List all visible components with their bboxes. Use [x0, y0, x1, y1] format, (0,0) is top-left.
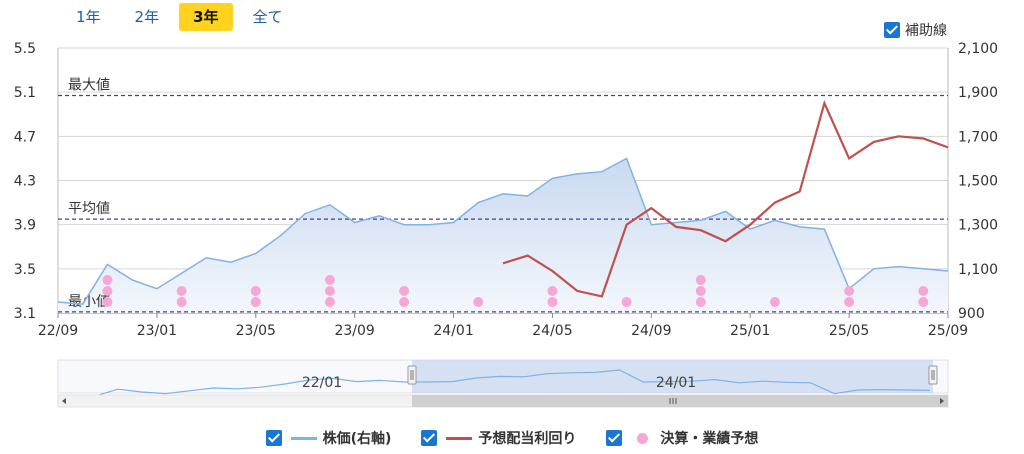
- y-tick-label-right: 1,100: [958, 262, 998, 278]
- event-dot: [918, 297, 929, 307]
- navigator-label: 22/01: [302, 375, 342, 391]
- event-dot: [399, 286, 410, 296]
- y-tick-label-left: 5.5: [14, 41, 36, 57]
- event-dot: [695, 297, 706, 307]
- navigator-handle[interactable]: [407, 365, 417, 385]
- x-tick-label: 23/05: [236, 323, 276, 339]
- event-dot: [399, 297, 410, 307]
- event-dot: [250, 286, 261, 296]
- series-lines: [57, 99, 949, 305]
- price-area: [58, 158, 948, 313]
- legend-line-icon: [290, 436, 317, 440]
- legend-item-earnings[interactable]: 決算・業績予想: [606, 428, 758, 448]
- event-dot: [250, 297, 261, 307]
- price-area-fill: [58, 158, 948, 313]
- legend-dot-icon: [637, 432, 649, 444]
- x-tick-label: 25/05: [829, 323, 869, 339]
- y-tick-label-right: 1,300: [958, 218, 998, 234]
- tab-3-year[interactable]: 3年: [179, 3, 233, 31]
- legend: 株価(右軸) 予想配当利回り 決算・業績予想: [0, 428, 1024, 448]
- x-tick-label: 25/09: [928, 323, 968, 339]
- legend-checkbox-price[interactable]: [265, 430, 282, 446]
- x-tick-label: 23/01: [137, 323, 177, 339]
- event-dot: [547, 286, 558, 296]
- event-dot: [695, 286, 706, 296]
- event-dot: [102, 286, 113, 296]
- event-dot: [473, 297, 484, 307]
- event-dot: [769, 297, 780, 307]
- reference-line-label: 最大値: [68, 77, 110, 93]
- event-dot: [695, 275, 706, 285]
- dividend-yield-series-line: [502, 99, 949, 298]
- scrollbar-thumb[interactable]: [412, 395, 948, 407]
- y-tick-label-right: 1,700: [958, 129, 998, 145]
- event-dot: [102, 297, 113, 307]
- reference-line-label: 平均値: [68, 201, 110, 217]
- tab-2-year[interactable]: 2年: [134, 8, 160, 26]
- event-dot: [324, 275, 335, 285]
- x-tick-label: 25/01: [730, 323, 770, 339]
- legend-label-yield: 予想配当利回り: [478, 431, 577, 447]
- y-tick-label-left: 3.5: [14, 262, 36, 278]
- scroll-right-arrow-icon: [940, 398, 944, 404]
- navigator-label: 24/01: [656, 375, 696, 391]
- y-tick-label-left: 4.7: [14, 129, 36, 145]
- event-dots: [102, 275, 929, 307]
- reference-line-label: 最小値: [68, 294, 110, 310]
- y-tick-label-right: 1,900: [958, 85, 998, 101]
- navigator-handle[interactable]: [928, 365, 938, 385]
- navigator[interactable]: 22/01 24/01: [57, 359, 949, 408]
- x-tick-label: 22/09: [38, 323, 78, 339]
- event-dot: [844, 297, 855, 307]
- tab-1-year[interactable]: 1年: [76, 8, 101, 26]
- y-tick-label-left: 3.1: [14, 306, 36, 322]
- legend-checkbox-yield[interactable]: [421, 430, 438, 446]
- y-tick-label-left: 5.1: [14, 85, 36, 101]
- legend-item-yield[interactable]: 予想配当利回り: [421, 428, 576, 448]
- legend-line-icon: [446, 436, 473, 440]
- aux-lines-toggle[interactable]: 補助線: [884, 20, 947, 40]
- event-dot: [844, 286, 855, 296]
- event-dot: [176, 286, 187, 296]
- event-dot: [324, 286, 335, 296]
- scroll-left-arrow-icon: [62, 398, 66, 404]
- x-tick-label: 24/05: [532, 323, 572, 339]
- y-tick-label-right: 1,500: [958, 174, 998, 190]
- event-dot: [176, 297, 187, 307]
- y-tick-label-right: 2,100: [958, 41, 998, 57]
- legend-label-earnings: 決算・業績予想: [660, 431, 759, 447]
- event-dot: [102, 275, 113, 285]
- tab-all[interactable]: 全て: [252, 8, 283, 26]
- period-tabs: 1年 2年 3年 全て: [62, 3, 303, 33]
- legend-checkbox-earnings[interactable]: [606, 430, 623, 446]
- y-tick-label-right: 900: [958, 306, 985, 322]
- event-dot: [324, 297, 335, 307]
- x-tick-label: 23/09: [334, 323, 374, 339]
- legend-item-price[interactable]: 株価(右軸): [265, 428, 392, 448]
- legend-label-price: 株価(右軸): [322, 431, 392, 447]
- y-tick-label-left: 3.9: [14, 218, 36, 234]
- x-tick-label: 24/01: [433, 323, 473, 339]
- event-dot: [547, 297, 558, 307]
- axes: 3.1 900 3.5 1,100 3.9 1,300 4.3 1,500 4.7 1,700 5.…: [14, 41, 998, 339]
- x-tick-label: 24/09: [631, 323, 671, 339]
- y-tick-label-left: 4.3: [14, 174, 36, 190]
- event-dot: [621, 297, 632, 307]
- price-series-line: [57, 157, 949, 305]
- aux-lines-checkbox[interactable]: [884, 22, 900, 38]
- navigator-line: [69, 369, 931, 398]
- aux-lines-label: 補助線: [905, 23, 947, 39]
- event-dot: [918, 286, 929, 296]
